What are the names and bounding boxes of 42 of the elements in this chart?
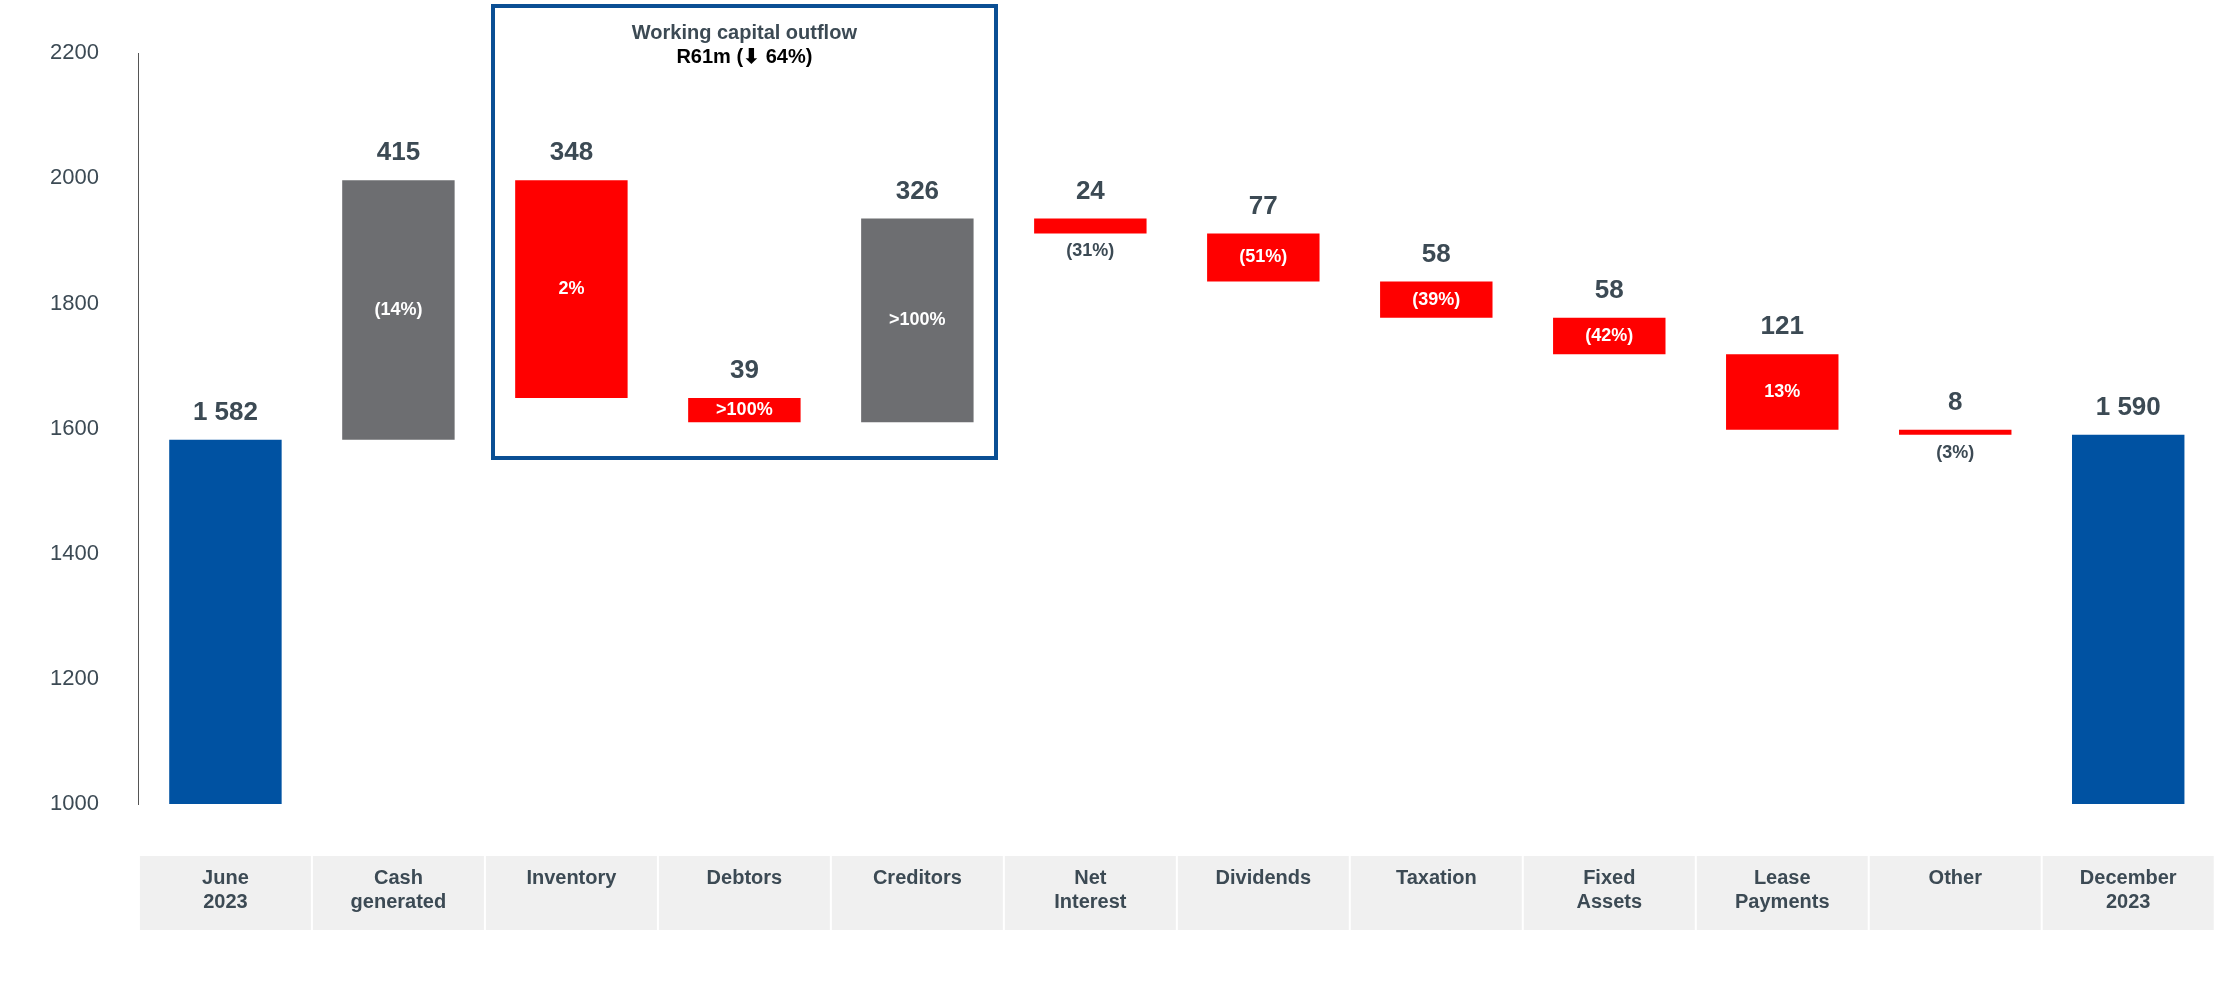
data-label: 77 <box>1248 189 1278 220</box>
y-tick-label: 1800 <box>49 289 99 315</box>
y-tick-label: 1400 <box>49 539 99 565</box>
y-tick-label: 1000 <box>49 790 99 816</box>
y-tick-label: 1600 <box>49 414 99 440</box>
annotation: >100% <box>889 309 946 330</box>
data-label: 8 <box>1948 386 1963 417</box>
annotation: 2% <box>558 278 585 299</box>
x-tick-label: Other <box>1928 865 1983 888</box>
x-tick-label: Debtors <box>706 865 783 888</box>
annotation: 13% <box>1764 380 1801 401</box>
annotation: (39%) <box>1412 288 1461 309</box>
y-tick-label: 2000 <box>49 164 99 190</box>
data-label: 58 <box>1421 237 1451 268</box>
x-tick-label: June 2023 <box>202 865 249 912</box>
data-label: 24 <box>1075 174 1106 205</box>
annotation: (42%) <box>1585 324 1634 345</box>
y-tick-label: 2200 <box>49 39 99 65</box>
x-tick-label: December 2023 <box>2079 865 2177 912</box>
x-tick-label: Dividends <box>1215 865 1312 888</box>
x-tick-label: Fixed Assets <box>1576 865 1643 912</box>
data-label: 1 582 <box>192 396 258 427</box>
x-tick-label: Inventory <box>526 865 618 888</box>
data-label: 326 <box>895 174 940 205</box>
x-tick-label: Cash generated <box>350 865 447 912</box>
x-tick-label: Creditors <box>872 865 962 888</box>
annotation: (51%) <box>1239 246 1288 267</box>
x-tick-label: Net Interest <box>1054 865 1127 912</box>
annotation: (14%) <box>374 299 423 319</box>
data-label: 121 <box>1760 310 1804 341</box>
data-label: 1 590 <box>2095 391 2161 422</box>
annotation: R61m (⬇ 64%) <box>675 44 814 68</box>
annotation: (3%) <box>1936 441 1975 462</box>
data-label: 58 <box>1594 274 1624 305</box>
x-tick-label: Taxation <box>1395 865 1477 888</box>
data-label: 39 <box>729 354 759 385</box>
x-tick-label: Lease Payments <box>1735 865 1830 912</box>
y-tick-label: 1200 <box>49 664 99 690</box>
data-label: 415 <box>376 136 421 167</box>
annotation: (31%) <box>1066 240 1115 261</box>
annotation: >100% <box>716 399 773 420</box>
data-label: 348 <box>549 136 594 167</box>
